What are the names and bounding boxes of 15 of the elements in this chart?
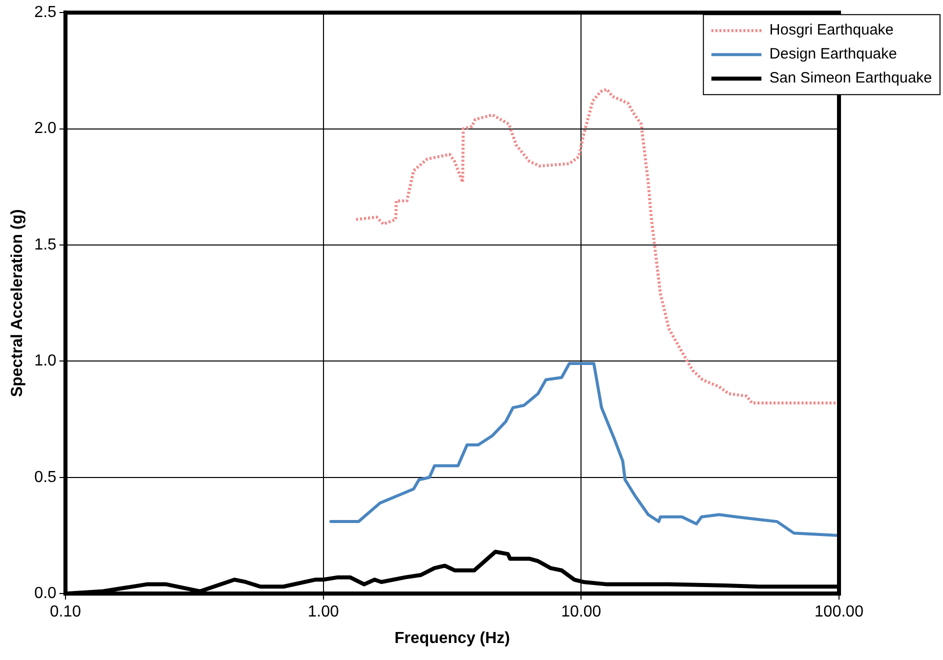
- legend-label: Design Earthquake: [769, 46, 897, 63]
- y-tick-label: 2.0: [34, 120, 57, 138]
- y-tick-label: 1.0: [34, 352, 57, 370]
- y-tick-label: 0.5: [34, 468, 57, 486]
- y-tick-label: 0.0: [34, 585, 57, 602]
- x-tick-label: 100.00: [814, 604, 864, 621]
- x-axis-title: Frequency (Hz): [394, 630, 510, 647]
- y-axis-title: Spectral Acceleration (g): [9, 209, 26, 398]
- x-tick-label: 1.00: [308, 604, 339, 621]
- x-tick-label: 10.00: [561, 604, 602, 621]
- legend-label: San Simeon Earthquake: [769, 70, 932, 87]
- y-tick-label: 1.5: [34, 236, 57, 254]
- legend-label: Hosgri Earthquake: [769, 22, 894, 39]
- x-tick-label: 0.10: [50, 604, 82, 621]
- y-tick-label: 2.5: [34, 4, 57, 22]
